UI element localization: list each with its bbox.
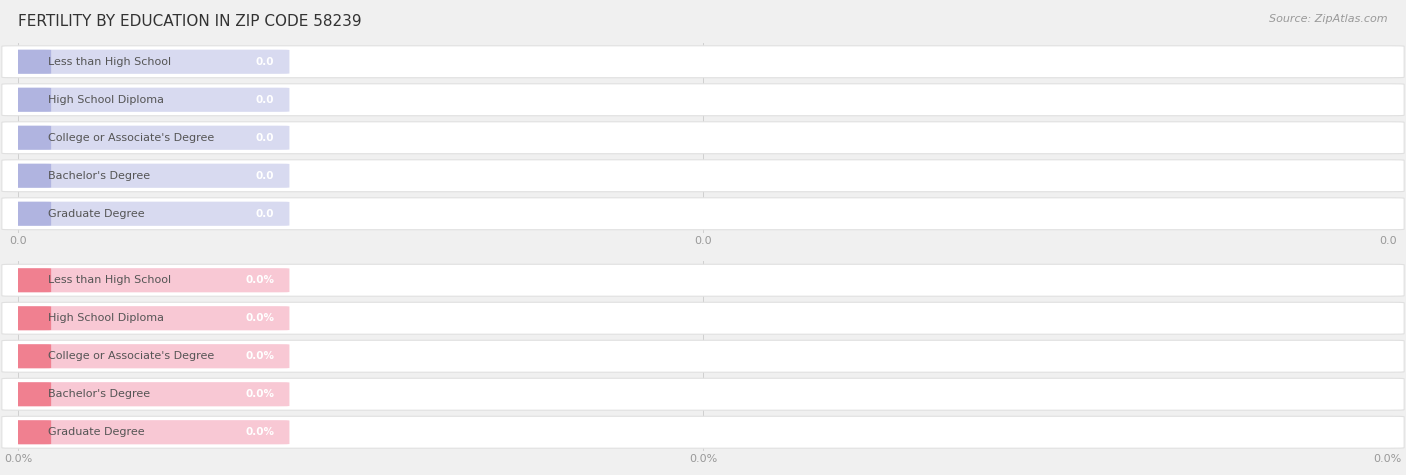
Text: 0.0: 0.0	[256, 209, 274, 219]
FancyBboxPatch shape	[8, 50, 290, 74]
FancyBboxPatch shape	[8, 420, 290, 444]
FancyBboxPatch shape	[13, 344, 51, 368]
FancyBboxPatch shape	[13, 420, 51, 444]
Text: 0.0%: 0.0%	[246, 351, 274, 361]
Text: Bachelor's Degree: Bachelor's Degree	[48, 171, 150, 181]
Text: College or Associate's Degree: College or Associate's Degree	[48, 133, 215, 143]
FancyBboxPatch shape	[1, 302, 1405, 334]
FancyBboxPatch shape	[13, 88, 51, 112]
FancyBboxPatch shape	[1, 122, 1405, 154]
FancyBboxPatch shape	[8, 202, 290, 226]
Text: FERTILITY BY EDUCATION IN ZIP CODE 58239: FERTILITY BY EDUCATION IN ZIP CODE 58239	[18, 14, 361, 29]
FancyBboxPatch shape	[1, 46, 1405, 78]
FancyBboxPatch shape	[1, 378, 1405, 410]
FancyBboxPatch shape	[1, 340, 1405, 372]
FancyBboxPatch shape	[13, 50, 51, 74]
FancyBboxPatch shape	[8, 268, 290, 292]
FancyBboxPatch shape	[8, 88, 290, 112]
Text: Less than High School: Less than High School	[48, 57, 172, 67]
Text: High School Diploma: High School Diploma	[48, 313, 165, 323]
Text: 0.0%: 0.0%	[246, 389, 274, 399]
Text: 0.0: 0.0	[256, 133, 274, 143]
Text: 0.0%: 0.0%	[246, 313, 274, 323]
Text: 0.0%: 0.0%	[246, 275, 274, 285]
FancyBboxPatch shape	[8, 306, 290, 330]
FancyBboxPatch shape	[13, 268, 51, 292]
FancyBboxPatch shape	[13, 306, 51, 330]
Text: Less than High School: Less than High School	[48, 275, 172, 285]
Text: High School Diploma: High School Diploma	[48, 95, 165, 105]
FancyBboxPatch shape	[8, 164, 290, 188]
FancyBboxPatch shape	[13, 382, 51, 406]
FancyBboxPatch shape	[1, 198, 1405, 230]
Text: College or Associate's Degree: College or Associate's Degree	[48, 351, 215, 361]
FancyBboxPatch shape	[13, 126, 51, 150]
FancyBboxPatch shape	[8, 382, 290, 406]
FancyBboxPatch shape	[8, 126, 290, 150]
Text: Bachelor's Degree: Bachelor's Degree	[48, 389, 150, 399]
Text: Graduate Degree: Graduate Degree	[48, 427, 145, 437]
FancyBboxPatch shape	[1, 160, 1405, 192]
FancyBboxPatch shape	[1, 264, 1405, 296]
FancyBboxPatch shape	[13, 164, 51, 188]
Text: 0.0: 0.0	[256, 171, 274, 181]
FancyBboxPatch shape	[13, 202, 51, 226]
Text: 0.0%: 0.0%	[246, 427, 274, 437]
Text: Source: ZipAtlas.com: Source: ZipAtlas.com	[1270, 14, 1388, 24]
FancyBboxPatch shape	[8, 344, 290, 368]
Text: Graduate Degree: Graduate Degree	[48, 209, 145, 219]
FancyBboxPatch shape	[1, 84, 1405, 116]
FancyBboxPatch shape	[1, 416, 1405, 448]
Text: 0.0: 0.0	[256, 57, 274, 67]
Text: 0.0: 0.0	[256, 95, 274, 105]
